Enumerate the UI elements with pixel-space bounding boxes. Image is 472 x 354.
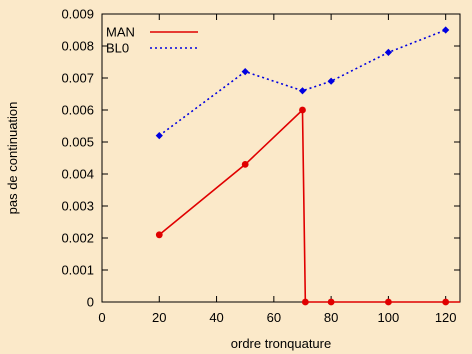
data-point — [327, 77, 335, 85]
data-point — [301, 298, 309, 306]
data-point — [442, 298, 450, 306]
y-tick-label: 0.008 — [61, 39, 94, 54]
data-point — [385, 298, 392, 306]
legend-label: MAN — [106, 25, 135, 40]
x-tick-label: 40 — [209, 310, 223, 325]
x-tick-label: 60 — [267, 310, 281, 325]
y-tick-label: 0.002 — [61, 231, 94, 246]
data-point — [155, 231, 163, 239]
data-point — [299, 106, 306, 114]
x-tick-label: 120 — [435, 310, 457, 325]
data-point — [327, 298, 335, 306]
x-tick-label: 80 — [324, 310, 338, 325]
y-tick-label: 0.006 — [61, 103, 94, 118]
y-axis-title: pas de continuation — [5, 102, 20, 215]
x-axis-title: ordre tronquature — [231, 336, 331, 351]
data-point — [384, 48, 392, 56]
x-tick-label: 20 — [152, 310, 166, 325]
y-tick-label: 0.005 — [61, 135, 94, 150]
series-layer — [155, 26, 460, 306]
data-point — [241, 68, 249, 76]
y-tick-label: 0.001 — [61, 263, 94, 278]
y-axis: 0 0.001 0.002 0.003 0.004 0.005 0.006 0.007 0.00… — [61, 7, 460, 310]
plot-border — [101, 13, 461, 303]
data-point — [442, 26, 450, 34]
data-point — [298, 87, 307, 95]
series-man — [155, 106, 460, 306]
y-tick-label: 0.003 — [61, 199, 94, 214]
x-tick-label: 100 — [378, 310, 400, 325]
data-point — [155, 132, 163, 140]
y-tick-label: 0.004 — [61, 167, 94, 182]
x-tick-label: 0 — [98, 310, 105, 325]
y-tick-label: 0.007 — [61, 71, 94, 86]
series-line-man — [158, 108, 460, 303]
series-bl0 — [155, 26, 450, 140]
y-tick-label: 0.009 — [61, 7, 94, 22]
plot-frame — [101, 13, 461, 303]
legend-label: BL0 — [106, 41, 129, 56]
x-axis: 0 20 40 60 80 100 120 — [98, 14, 457, 325]
data-point — [241, 161, 249, 168]
y-tick-label: 0 — [87, 295, 94, 310]
